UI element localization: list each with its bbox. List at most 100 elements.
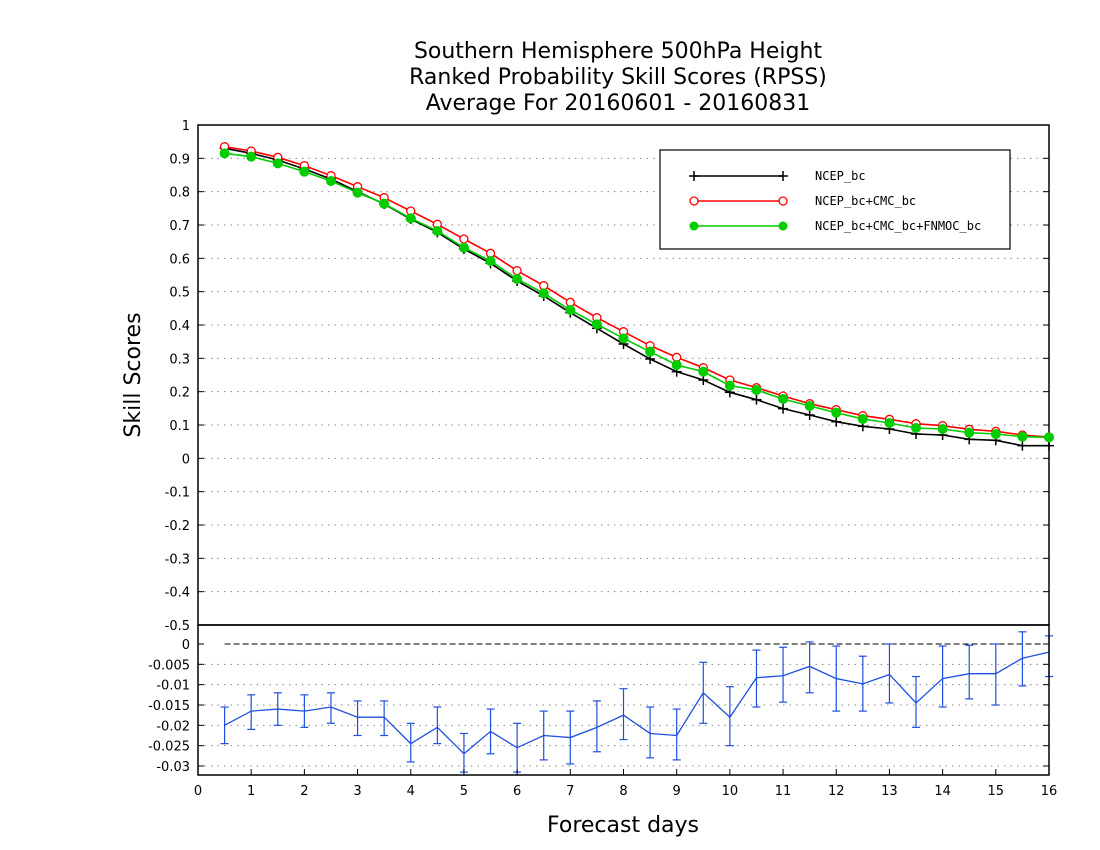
- data-point-filled-circle: [778, 394, 789, 404]
- data-point-plus: [751, 394, 762, 405]
- data-point-filled-circle: [857, 414, 868, 424]
- y-tick-label: -0.025: [148, 740, 190, 755]
- data-point-filled-circle: [405, 213, 416, 224]
- y-tick-label: 0.7: [169, 219, 190, 234]
- data-point-filled-circle: [272, 158, 283, 169]
- error-bar: [592, 700, 601, 753]
- error-bar: [273, 692, 282, 726]
- error-bar: [646, 706, 655, 759]
- data-point-plus: [778, 403, 789, 414]
- data-point-plus: [1017, 440, 1028, 451]
- x-tick-label: 6: [513, 784, 521, 799]
- data-point-plus: [831, 416, 842, 427]
- y-tick-label: 0.6: [169, 252, 190, 267]
- error-bar: [832, 645, 841, 712]
- error-bar: [353, 700, 362, 737]
- legend-marker-filled-circle: [689, 221, 699, 231]
- y-tick-label: -0.2: [165, 519, 190, 534]
- error-bar: [300, 694, 309, 728]
- data-point-filled-circle: [645, 346, 656, 357]
- x-tick-label: 12: [828, 784, 845, 799]
- x-tick-label: 9: [673, 784, 681, 799]
- x-tick-label: 0: [194, 784, 202, 799]
- y-tick-label: -0.005: [148, 658, 190, 673]
- x-tick-label: 11: [775, 784, 792, 799]
- data-point-filled-circle: [1017, 431, 1028, 442]
- y-tick-label: 0.8: [169, 186, 190, 201]
- error-bar: [752, 649, 761, 708]
- x-tick-label: 14: [934, 784, 951, 799]
- data-point-filled-circle: [591, 319, 602, 330]
- y-tick-label: 0.5: [169, 286, 190, 301]
- data-point-filled-circle: [884, 418, 895, 428]
- data-point-filled-circle: [246, 151, 257, 162]
- error-bar: [912, 675, 921, 728]
- y-tick-label: 0.4: [169, 319, 190, 334]
- data-point-filled-circle: [751, 385, 762, 395]
- error-bar: [619, 688, 628, 741]
- x-tick-label: 4: [407, 784, 415, 799]
- x-tick-label: 13: [881, 784, 898, 799]
- chart-title-line: Ranked Probability Skill Scores (RPSS): [409, 65, 827, 90]
- y-tick-label: -0.5: [165, 619, 190, 634]
- error-bar: [247, 694, 256, 731]
- error-bar: [486, 708, 495, 755]
- y-tick-label: 0: [182, 452, 190, 467]
- error-bar: [858, 655, 867, 712]
- error-bar: [433, 706, 442, 745]
- data-point-filled-circle: [724, 380, 735, 391]
- data-point-filled-circle: [512, 274, 523, 284]
- data-point-filled-circle: [219, 148, 230, 159]
- y-tick-label: 0.9: [169, 152, 190, 167]
- y-tick-label: 0.1: [169, 419, 190, 434]
- error-bar: [938, 645, 947, 708]
- x-axis: 0 1 2 3 4 5 6 7 8 9 10 11 12 13 14 15 16: [194, 769, 1057, 799]
- error-bar: [725, 686, 734, 747]
- data-point-filled-circle: [379, 198, 390, 209]
- legend-marker-open-circle: [778, 196, 788, 206]
- data-point-filled-circle: [618, 333, 629, 344]
- legend-marker-open-circle: [689, 196, 699, 206]
- legend: NCEP_bc NCEP_bc+CMC_bc NCEP_bc+CMC_bc+FNMO…: [659, 149, 1011, 250]
- y-tick-label: 0.3: [169, 352, 190, 367]
- legend-label: NCEP_bc+CMC_bc: [815, 194, 916, 208]
- y-axis-label: Skill Scores: [121, 312, 146, 437]
- data-point-filled-circle: [299, 166, 310, 177]
- data-point-filled-circle: [990, 429, 1001, 439]
- chart-title-line: Average For 20160601 - 20160831: [426, 91, 811, 116]
- error-bar: [326, 692, 335, 724]
- error-bar: [513, 722, 522, 773]
- chart-title: Southern Hemisphere 500hPa HeightRanked …: [409, 39, 827, 116]
- x-tick-label: 16: [1041, 784, 1058, 799]
- error-bar: [220, 706, 229, 745]
- data-point-filled-circle: [964, 427, 975, 438]
- error-bar: [965, 644, 974, 700]
- data-point-filled-circle: [325, 176, 336, 186]
- main-plot-panel: 1 0.9 0.8 0.7 0.6 0.5 0.4 0.3 0.2 0.1 0 -0.1 -0.2 -0.…: [165, 119, 1054, 634]
- y-tick-label: 0.2: [169, 386, 190, 401]
- error-bar: [566, 710, 575, 765]
- data-point-filled-circle: [485, 256, 496, 266]
- legend-box: [659, 149, 1011, 250]
- x-tick-label: 3: [353, 784, 361, 799]
- y-tick-label: -0.1: [165, 486, 190, 501]
- legend-marker-plus: [778, 171, 788, 181]
- data-point-filled-circle: [565, 305, 576, 315]
- y-tick-label: -0.015: [148, 699, 190, 714]
- data-point-filled-circle: [352, 187, 363, 198]
- y-tick-label: 0: [182, 638, 190, 653]
- data-point-filled-circle: [432, 226, 443, 236]
- y-tick-label: 1: [182, 119, 190, 134]
- data-point-open-circle: [459, 234, 469, 244]
- legend-label: NCEP_bc+CMC_bc+FNMOC_bc: [815, 219, 981, 233]
- y-tick-label: -0.3: [165, 552, 190, 567]
- error-bar: [672, 708, 681, 761]
- legend-label: NCEP_bc: [815, 169, 866, 183]
- data-point-filled-circle: [1044, 432, 1054, 443]
- error-bar: [1018, 631, 1027, 687]
- data-point-filled-circle: [671, 360, 682, 370]
- x-axis-label: Forecast days: [547, 813, 699, 838]
- x-tick-label: 15: [988, 784, 1005, 799]
- data-point-filled-circle: [538, 288, 549, 299]
- error-bar: [380, 700, 389, 737]
